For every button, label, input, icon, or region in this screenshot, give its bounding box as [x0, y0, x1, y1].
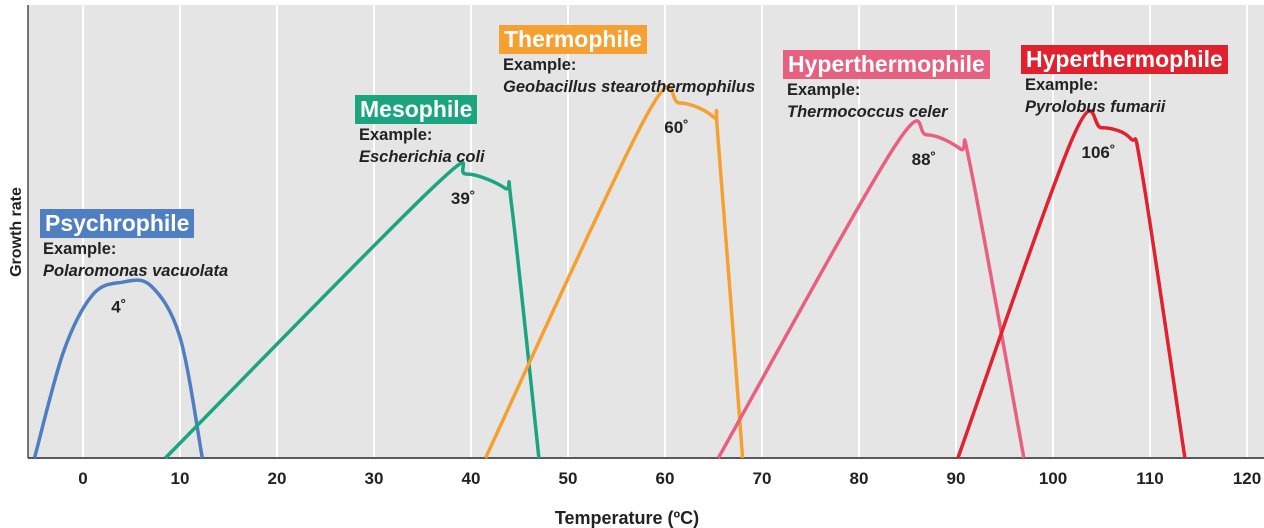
- x-tick-label: 20: [268, 469, 287, 488]
- x-tick-label: 30: [365, 469, 384, 488]
- label-thermophile: Thermophile: [499, 25, 648, 54]
- peak-label-thermophile: 60˚: [664, 118, 689, 137]
- example-species: Escherichia coli: [359, 148, 485, 166]
- example-species: Pyrolobus fumarii: [1025, 98, 1166, 116]
- plot-background: [28, 5, 1264, 457]
- peak-label-psychrophile: 4˚: [111, 297, 126, 316]
- x-tick-label: 120: [1233, 469, 1261, 488]
- example-hyperthermophile-celer: Example: Thermococcus celer: [787, 79, 948, 123]
- example-hyperthermophile-fumarii: Example: Pyrolobus fumarii: [1025, 74, 1165, 118]
- peak-label-hyperthermophile-fumarii: 106˚: [1081, 143, 1115, 162]
- example-species: Geobacillus stearothermophilus: [503, 78, 756, 96]
- example-thermophile: Example: Geobacillus stearothermophilus: [503, 54, 755, 98]
- x-tick-label: 90: [947, 469, 966, 488]
- x-tick-label: 0: [78, 469, 87, 488]
- x-tick-label: 50: [559, 469, 578, 488]
- example-label: Example:: [787, 81, 861, 99]
- x-tick-label: 60: [656, 469, 675, 488]
- peak-label-mesophile: 39˚: [451, 189, 476, 208]
- curve-psychrophile: [32, 278, 205, 459]
- peak-label-hyperthermophile-celer: 88˚: [912, 150, 937, 169]
- curves: [32, 84, 1187, 460]
- label-mesophile: Mesophile: [355, 95, 478, 124]
- curve-hyperthermophile-fumarii: [956, 109, 1187, 459]
- x-tick-label: 40: [462, 469, 481, 488]
- example-species: Thermococcus celer: [787, 103, 948, 121]
- example-mesophile: Example: Escherichia coli: [359, 124, 485, 168]
- x-axis-title: Temperature (ºC): [555, 508, 699, 528]
- example-psychrophile: Example: Polaromonas vacuolata: [43, 238, 228, 282]
- example-species: Polaromonas vacuolata: [43, 262, 229, 280]
- x-tick-label: 80: [850, 469, 869, 488]
- peak-labels: 4˚ 39˚ 60˚ 88˚ 106˚: [111, 118, 1115, 316]
- x-tick-labels: 0 10 20 30 40 50 60 70 80 90 100 110 120: [78, 469, 1261, 488]
- curve-thermophile: [483, 84, 745, 459]
- curve-hyperthermophile-celer: [716, 119, 1026, 459]
- example-label: Example:: [43, 240, 117, 258]
- label-psychrophile: Psychrophile: [40, 209, 195, 238]
- x-tick-label: 110: [1136, 469, 1163, 488]
- x-tick-label: 10: [171, 469, 190, 488]
- curve-mesophile: [164, 160, 541, 460]
- y-axis-title: Growth rate: [8, 187, 25, 277]
- example-label: Example:: [359, 126, 433, 144]
- x-tick-label: 100: [1039, 469, 1067, 488]
- label-hyperthermophile-celer: Hyperthermophile: [783, 50, 990, 79]
- example-label: Example:: [1025, 76, 1099, 94]
- x-tick-label: 70: [753, 469, 772, 488]
- example-label: Example:: [503, 56, 577, 74]
- label-hyperthermophile-fumarii: Hyperthermophile: [1021, 45, 1228, 74]
